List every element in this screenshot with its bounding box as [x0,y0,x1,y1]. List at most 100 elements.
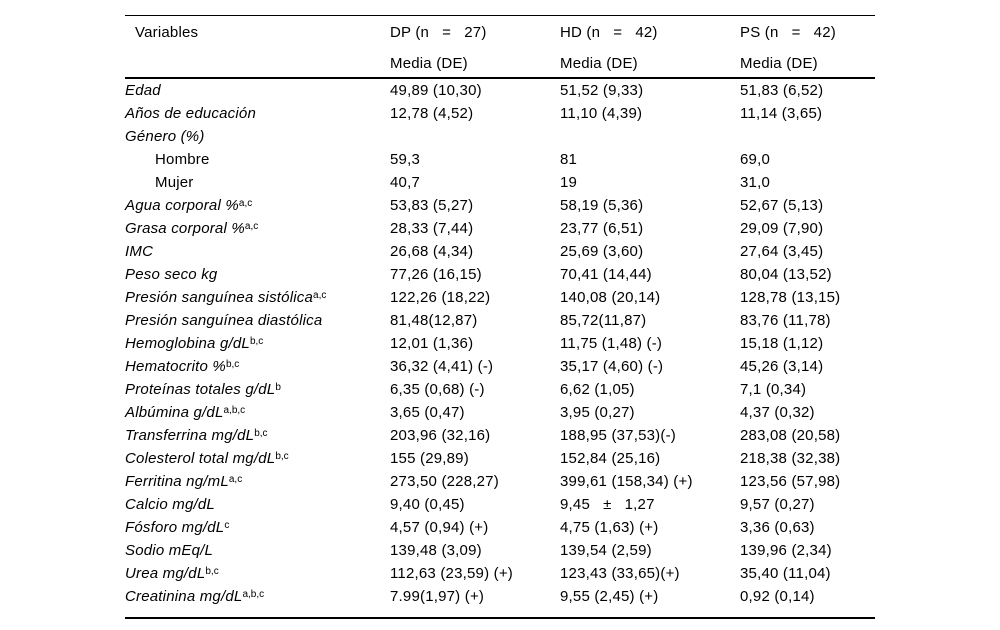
variable-label-cell: Sodio mEq/L [125,539,390,562]
cell-value: 9,55 (2,45) (+) [560,588,659,605]
cell-value: 6,62 (1,05) [560,381,635,398]
cell-value: 23,77 (6,51) [560,220,644,237]
cell-value: 83,76 (11,78) [740,312,831,329]
value-cell-dp: 3,65 (0,47) [390,401,560,424]
variable-label: Mujer [155,174,194,191]
cell-value: 11,10 (4,39) [560,105,643,122]
column-subheader-label: Media (DE) [390,55,468,72]
column-header-label: HD (n = 42) [560,24,658,41]
value-cell-hd: 11,75 (1,48) (-) [560,332,740,355]
value-cell-ps: 83,76 (11,78) [740,309,875,332]
cell-value: 12,01 (1,36) [390,335,474,352]
value-cell-hd: 123,43 (33,65)(+) [560,562,740,585]
variable-label-cell: Género (%) [125,125,390,148]
value-cell-ps [740,125,875,148]
column-subheader-hd: Media (DE) [560,47,740,79]
value-cell-dp [390,125,560,148]
column-header-variables: Variables [125,16,390,48]
variable-label-cell: Colesterol total mg/dLb,c [125,447,390,470]
variable-label: Colesterol total mg/dL [125,450,276,467]
value-cell-dp: 12,78 (4,52) [390,102,560,125]
cell-value: 140,08 (20,14) [560,289,661,306]
table-row: Proteínas totales g/dLb 6,35 (0,68) (-) … [125,378,875,401]
variable-label-cell: Hombre [125,148,390,171]
variable-footnote-superscript: a,c [228,474,243,485]
variable-label: Género (%) [125,128,205,145]
value-cell-ps: 3,36 (0,63) [740,516,875,539]
cell-value: 36,32 (4,41) (-) [390,358,494,375]
variable-footnote-superscript: c [224,520,230,531]
cell-value: 123,43 (33,65)(+) [560,565,680,582]
variable-label-cell: Presión sanguínea diastólica [125,309,390,332]
variable-label: Transferrina mg/dL [125,427,255,444]
cell-value: 27,64 (3,45) [740,243,824,260]
value-cell-hd: 188,95 (37,53)(-) [560,424,740,447]
column-header-label: DP (n = 27) [390,24,487,41]
cell-value: 139,96 (2,34) [740,542,832,559]
column-header-ps: PS (n = 42) [740,16,875,48]
value-cell-hd: 51,52 (9,33) [560,78,740,102]
table-row: Peso seco kg 77,26 (16,15) 70,41 (14,44)… [125,263,875,286]
column-subheader-label: Media (DE) [560,55,638,72]
variable-footnote-superscript: b [275,382,281,393]
value-cell-dp: 7.99(1,97) (+) [390,585,560,618]
variable-label-cell: Peso seco kg [125,263,390,286]
value-cell-ps: 51,83 (6,52) [740,78,875,102]
value-cell-ps: 0,92 (0,14) [740,585,875,618]
cell-value: 7,1 (0,34) [740,381,807,398]
variable-label: Fósforo mg/dL [125,519,225,536]
table-row: Género (%) [125,125,875,148]
variable-footnote-superscript: b,c [205,566,219,577]
table-row: Ferritina ng/mLa,c 273,50 (228,27) 399,6… [125,470,875,493]
value-cell-ps: 218,38 (32,38) [740,447,875,470]
variable-label-cell: Presión sanguínea sistólicaa,c [125,286,390,309]
value-cell-hd: 11,10 (4,39) [560,102,740,125]
variable-label-cell: Transferrina mg/dLb,c [125,424,390,447]
value-cell-dp: 28,33 (7,44) [390,217,560,240]
column-header-dp: DP (n = 27) [390,16,560,48]
variable-label: IMC [125,243,154,260]
variable-label: Sodio mEq/L [125,542,214,559]
cell-value: 11,14 (3,65) [740,105,823,122]
value-cell-hd: 139,54 (2,59) [560,539,740,562]
table-row: Edad 49,89 (10,30) 51,52 (9,33) 51,83 (6… [125,78,875,102]
variable-label: Hombre [155,151,210,168]
variable-label: Años de educación [125,105,256,122]
cell-value: 77,26 (16,15) [390,266,482,283]
cell-value: 52,67 (5,13) [740,197,824,214]
cell-value: 81 [560,151,578,168]
value-cell-dp: 53,83 (5,27) [390,194,560,217]
cell-value: 203,96 (32,16) [390,427,491,444]
value-cell-hd: 58,19 (5,36) [560,194,740,217]
variable-label-cell: Agua corporal %a,c [125,194,390,217]
value-cell-dp: 139,48 (3,09) [390,539,560,562]
variable-label: Hemoglobina g/dL [125,335,250,352]
column-header-label: Variables [135,24,199,41]
cell-value: 69,0 [740,151,770,168]
variable-label: Grasa corporal % [125,220,245,237]
cell-value: 4,75 (1,63) (+) [560,519,659,536]
variable-footnote-superscript: a,c [244,221,259,232]
cell-value: 155 (29,89) [390,450,469,467]
value-cell-hd: 9,55 (2,45) (+) [560,585,740,618]
value-cell-ps: 283,08 (20,58) [740,424,875,447]
value-cell-dp: 59,3 [390,148,560,171]
cell-value: 6,35 (0,68) (-) [390,381,485,398]
value-cell-dp: 112,63 (23,59) (+) [390,562,560,585]
cell-value: 85,72(11,87) [560,312,647,329]
variable-label: Calcio mg/dL [125,496,215,513]
table-row: Mujer 40,7 19 31,0 [125,171,875,194]
column-subheader-ps: Media (DE) [740,47,875,79]
value-cell-dp: 4,57 (0,94) (+) [390,516,560,539]
value-cell-dp: 77,26 (16,15) [390,263,560,286]
column-header-label: PS (n = 42) [740,24,836,41]
value-cell-dp: 155 (29,89) [390,447,560,470]
cell-value: 35,40 (11,04) [740,565,831,582]
value-cell-hd: 6,62 (1,05) [560,378,740,401]
variable-footnote-superscript: b,c [225,359,240,370]
cell-value: 139,54 (2,59) [560,542,652,559]
cell-value: 11,75 (1,48) (-) [560,335,663,352]
cell-value: 29,09 (7,90) [740,220,824,237]
cell-value: 19 [560,174,578,191]
